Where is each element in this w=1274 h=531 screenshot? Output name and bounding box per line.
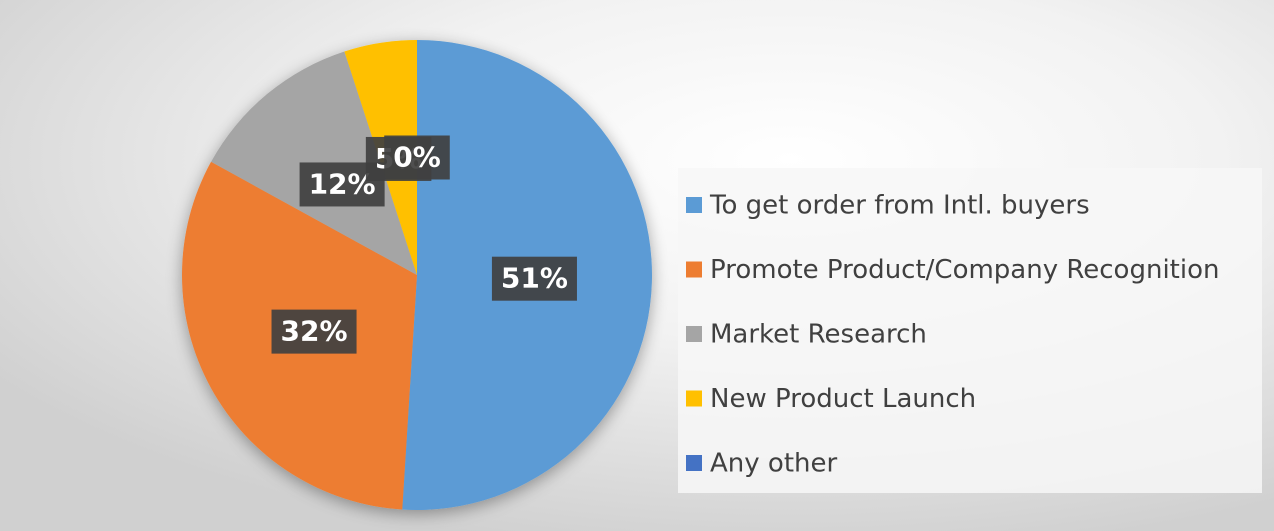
legend-label: Promote Product/Company Recognition	[710, 255, 1219, 285]
data-label: 0%	[384, 135, 450, 180]
data-label-text: 12%	[309, 167, 376, 200]
legend-swatch	[686, 455, 702, 471]
data-labels: 51%32%12%5%0%	[271, 135, 577, 354]
legend-swatch	[686, 390, 702, 407]
data-label-box	[491, 256, 577, 301]
data-label: 51%	[491, 256, 577, 301]
data-label: 32%	[271, 309, 357, 354]
legend-label: Market Research	[710, 320, 927, 350]
data-label-text: 32%	[281, 315, 348, 348]
legend-swatch	[686, 326, 702, 342]
data-label: 12%	[299, 162, 385, 207]
legend-label: New Product Launch	[710, 384, 976, 414]
data-label-text: 0%	[393, 141, 441, 174]
data-label-text: 51%	[501, 262, 568, 295]
legend-label: To get order from Intl. buyers	[709, 191, 1090, 221]
legend: To get order from Intl. buyers Promote Pr…	[686, 191, 1219, 479]
pie	[181, 40, 653, 511]
legend-box	[678, 168, 1262, 493]
legend-swatch	[686, 197, 702, 213]
legend-label: Any other	[710, 449, 837, 479]
legend-swatch	[686, 261, 702, 278]
data-label-box	[271, 309, 357, 354]
data-label-box	[384, 135, 450, 180]
